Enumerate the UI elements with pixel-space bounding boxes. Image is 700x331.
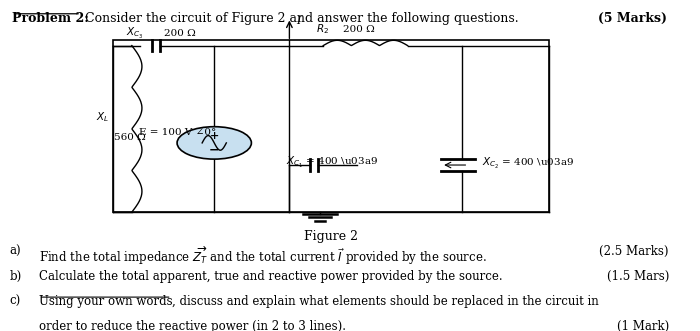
Text: (5 Marks): (5 Marks): [598, 12, 667, 25]
Text: $X_{C_2}$ = 400 \u03a9: $X_{C_2}$ = 400 \u03a9: [482, 156, 574, 171]
Text: +: +: [209, 130, 219, 141]
Text: E = 100 V ∠0°: E = 100 V ∠0°: [139, 128, 216, 137]
Text: 200 Ω: 200 Ω: [164, 29, 195, 38]
Text: −: −: [209, 143, 220, 156]
Text: 560 Ω: 560 Ω: [114, 133, 146, 142]
Text: Consider the circuit of Figure 2 and answer the following questions.: Consider the circuit of Figure 2 and ans…: [81, 12, 519, 25]
Text: Find the total impedance $\overrightarrow{Z_T}$ and the total current $\vec{I}$ : Find the total impedance $\overrightarro…: [38, 245, 486, 267]
Text: I: I: [296, 16, 300, 25]
Text: , discuss and explain what elements should be replaced in the circuit in: , discuss and explain what elements shou…: [172, 295, 599, 308]
Text: $X_{C_1}$ = 400 \u03a9: $X_{C_1}$ = 400 \u03a9: [286, 155, 378, 169]
Text: b): b): [10, 270, 22, 283]
Circle shape: [177, 127, 251, 159]
FancyBboxPatch shape: [113, 40, 549, 212]
Text: a): a): [10, 245, 21, 258]
Text: Figure 2: Figure 2: [304, 230, 358, 243]
Text: order to reduce the reactive power (in 2 to 3 lines).: order to reduce the reactive power (in 2…: [38, 320, 346, 331]
Text: 200 Ω: 200 Ω: [344, 25, 375, 34]
Text: Using your own words: Using your own words: [38, 295, 172, 308]
Text: (1 Mark): (1 Mark): [617, 320, 669, 331]
Text: (1.5 Mars): (1.5 Mars): [607, 270, 669, 283]
Text: $X_L$: $X_L$: [97, 110, 109, 124]
Text: $R_2$: $R_2$: [316, 23, 330, 36]
Text: Calculate the total apparent, true and reactive power provided by the source.: Calculate the total apparent, true and r…: [38, 270, 502, 283]
Text: (2.5 Marks): (2.5 Marks): [599, 245, 669, 258]
Text: $X_{C_3}$: $X_{C_3}$: [127, 26, 144, 41]
Text: c): c): [10, 295, 21, 308]
Text: Problem 2:: Problem 2:: [11, 12, 88, 25]
